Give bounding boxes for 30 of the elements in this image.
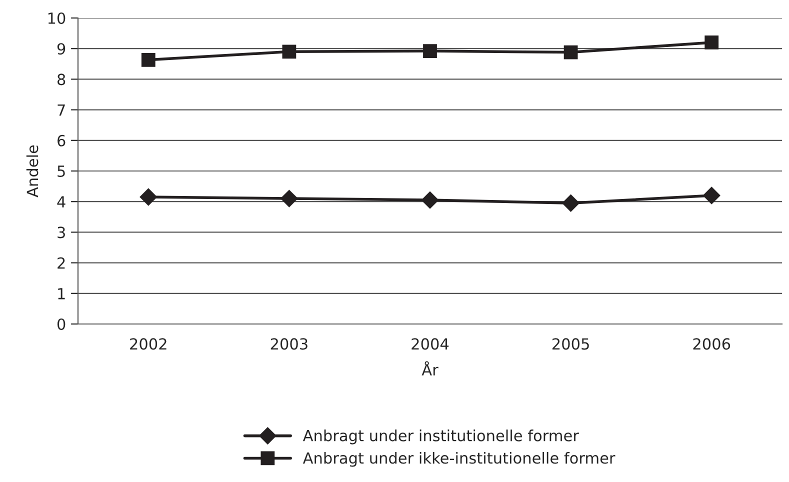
point <box>562 194 580 212</box>
legend-label: Anbragt under institutionelle former <box>302 430 579 444</box>
y-tick-label: 2 <box>58 257 65 269</box>
x-tick-label: 2002 <box>130 338 166 350</box>
x-tick-label: 2003 <box>270 338 308 350</box>
y-tick-label: 10 <box>48 12 66 24</box>
y-tick-label: 8 <box>58 74 66 86</box>
point <box>282 44 296 59</box>
y-tick-label: 9 <box>57 43 66 55</box>
point <box>280 190 298 208</box>
y-tick-label: 5 <box>58 166 65 178</box>
y-tick-label: 6 <box>58 134 66 146</box>
y-tick-label: 1 <box>58 288 65 300</box>
legend-label: Anbragt under ikke-institutionelle former <box>302 452 616 467</box>
y-tick-label: 3 <box>58 226 65 238</box>
x-axis-title: År <box>422 361 438 376</box>
x-tick-label: 2005 <box>552 338 589 350</box>
y-tick-label: 0 <box>57 318 66 330</box>
y-tick-label: 4 <box>57 196 66 208</box>
point <box>704 36 719 50</box>
point <box>423 44 437 58</box>
point <box>703 186 720 204</box>
point <box>564 45 578 60</box>
y-tick-label: 7 <box>58 104 65 116</box>
point <box>140 188 157 206</box>
x-tick-label: 2004 <box>412 338 449 350</box>
x-tick-label: 2006 <box>693 338 730 350</box>
point <box>421 192 439 209</box>
point <box>141 52 156 67</box>
y-axis-title: Andele <box>26 145 38 198</box>
